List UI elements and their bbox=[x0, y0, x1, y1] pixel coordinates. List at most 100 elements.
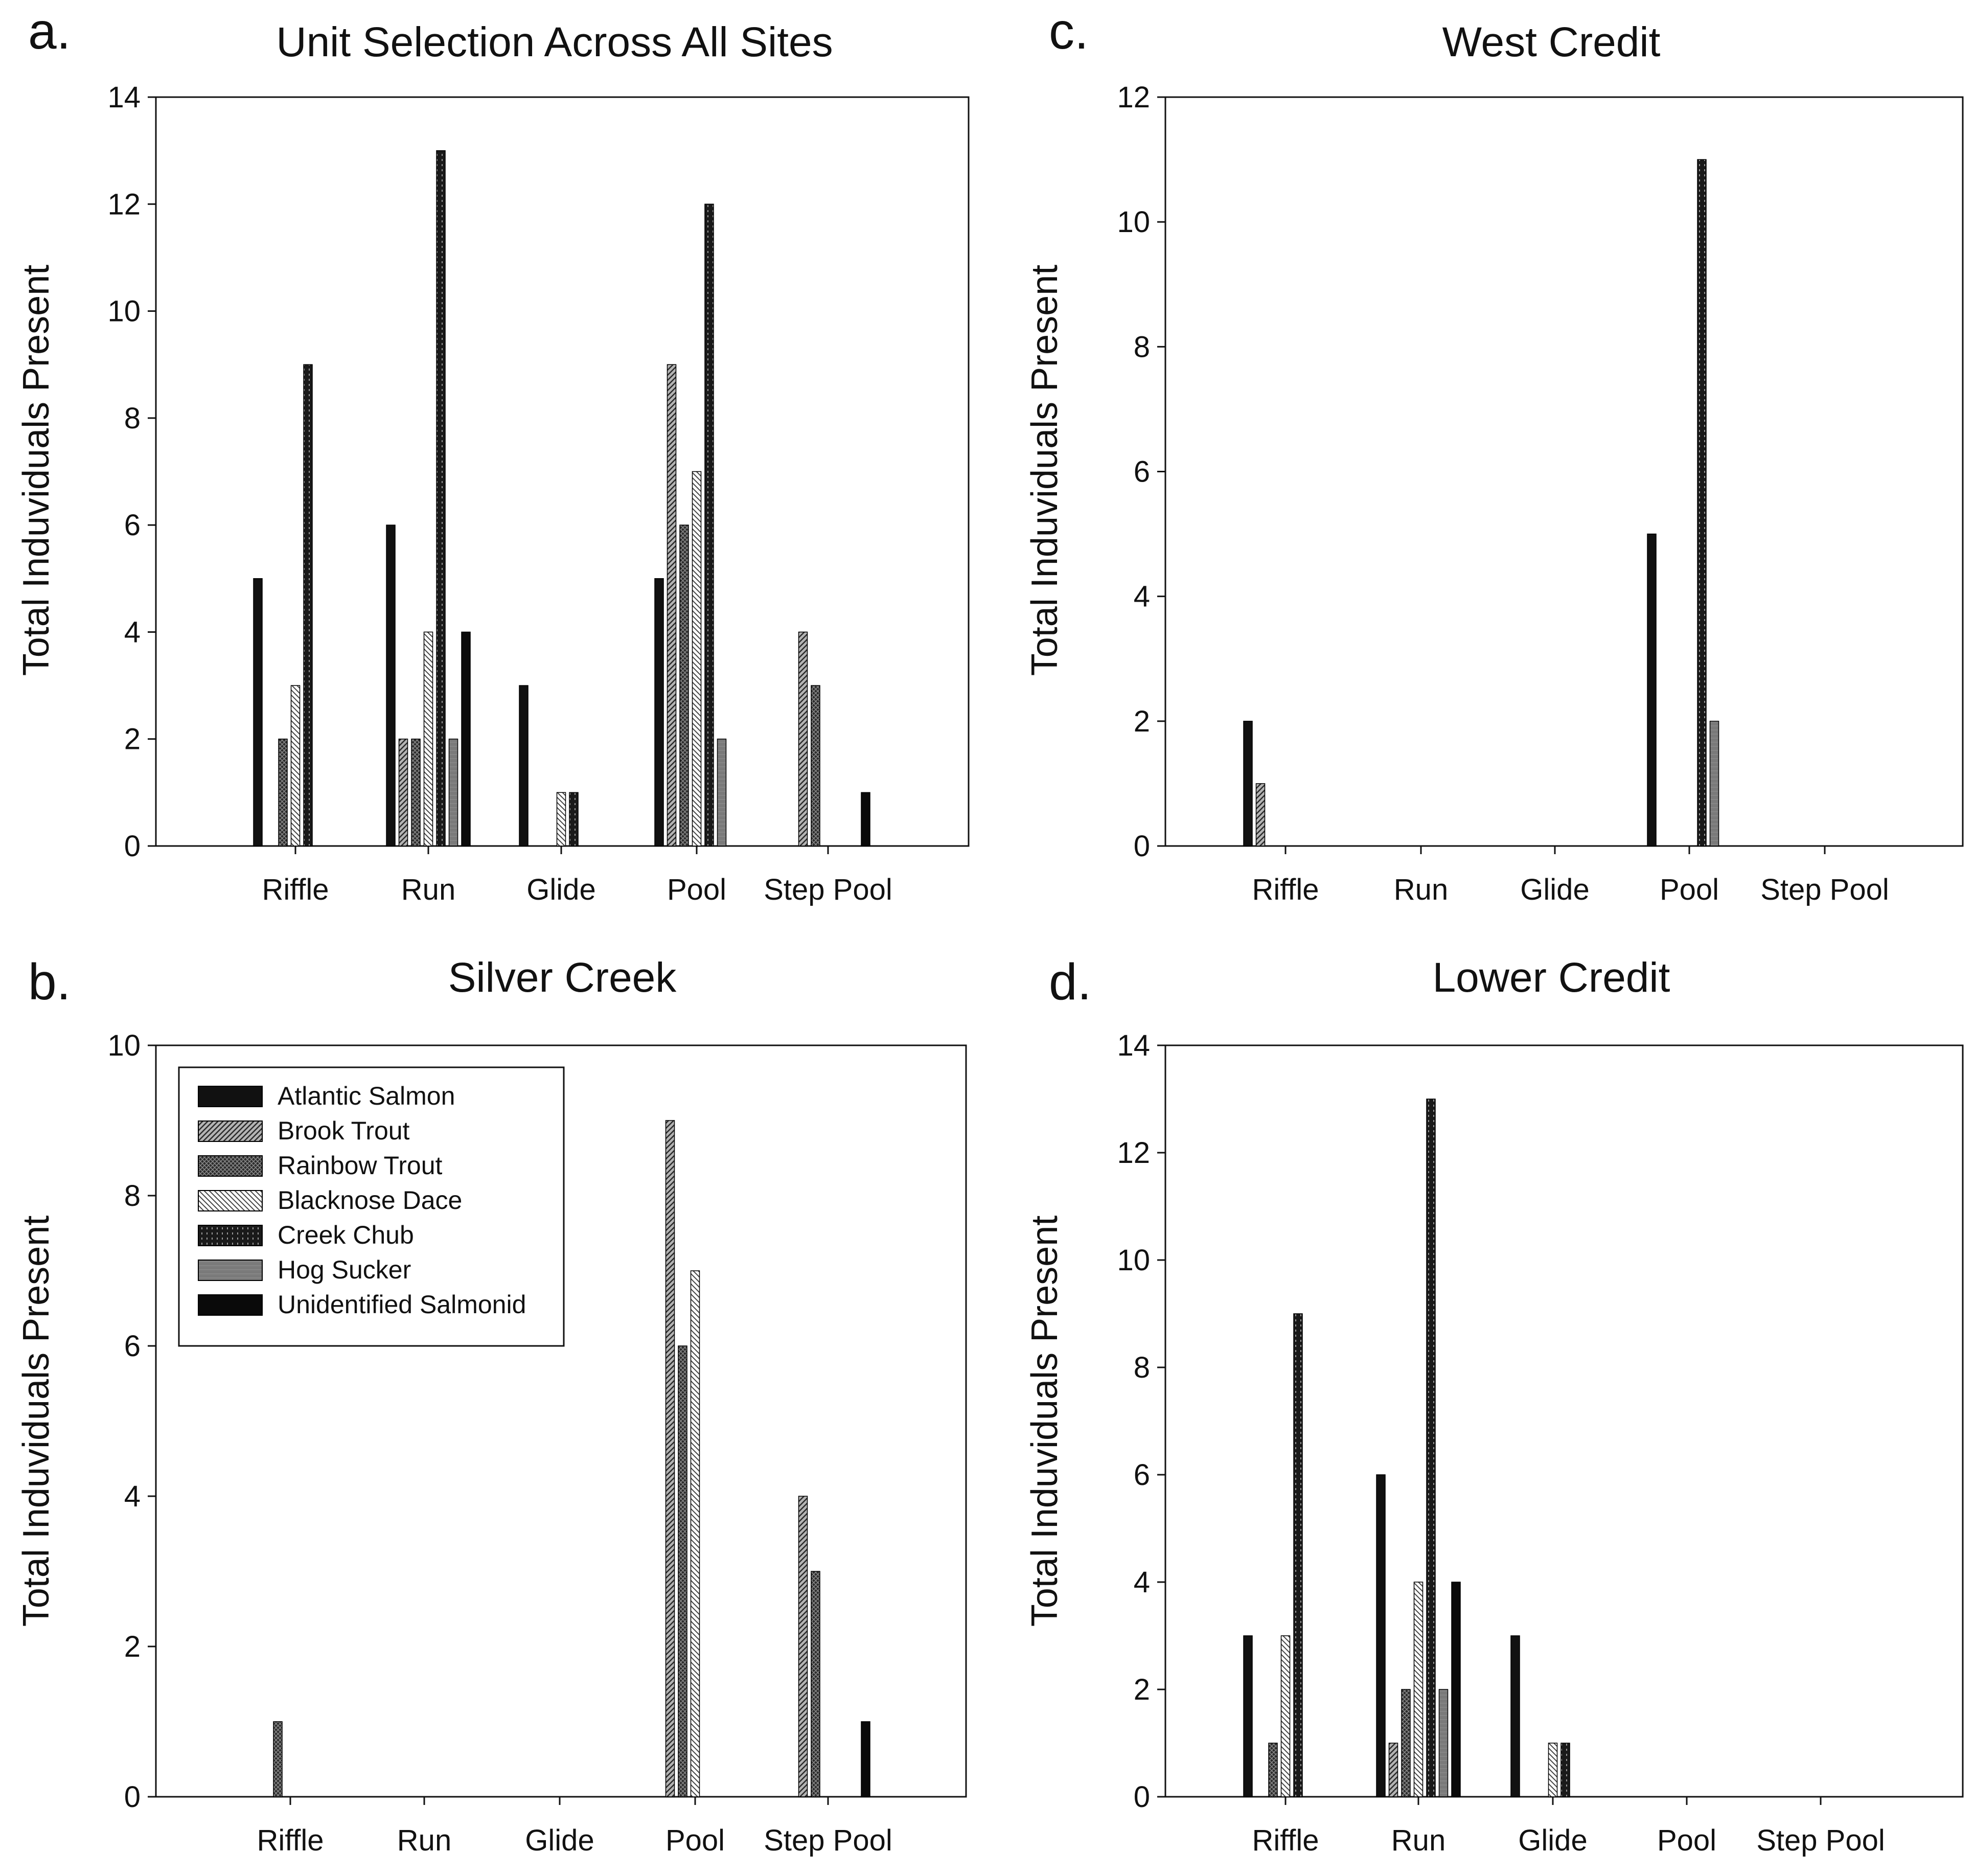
bar-d-run-rainbow-trout bbox=[1401, 1689, 1411, 1797]
plot-frame-a bbox=[155, 96, 970, 847]
y-tick-label-b-0: 0 bbox=[124, 1780, 141, 1814]
x-tick-label-d-3: Pool bbox=[1657, 1824, 1716, 1857]
chart-title-c: West Credit bbox=[1442, 19, 1661, 65]
bar-a-glide-blacknose-dace bbox=[556, 792, 566, 847]
x-tick-label-b-2: Glide bbox=[525, 1824, 594, 1857]
bar-a-pool-atlantic-salmon bbox=[654, 578, 664, 847]
y-tick-label-b-4: 8 bbox=[124, 1179, 141, 1212]
bar-a-pool-brook-trout bbox=[667, 364, 677, 847]
bar-b-step-pool-brook-trout bbox=[798, 1496, 808, 1797]
x-tick-label-a-2: Glide bbox=[526, 873, 595, 906]
bar-a-run-brook-trout bbox=[398, 738, 408, 847]
x-tick-label-b-0: Riffle bbox=[257, 1824, 324, 1857]
y-axis-label-c: Total Induviduals Present bbox=[1024, 265, 1065, 676]
bar-b-riffle-rainbow-trout bbox=[273, 1721, 283, 1797]
y-tick-label-d-3: 6 bbox=[1134, 1458, 1150, 1492]
x-tick-label-c-1: Run bbox=[1394, 873, 1448, 906]
y-tick-label-b-3: 6 bbox=[124, 1330, 141, 1363]
y-tick-label-d-5: 10 bbox=[1117, 1244, 1150, 1277]
bar-a-pool-hog-sucker bbox=[717, 738, 727, 847]
bar-d-run-brook-trout bbox=[1388, 1743, 1398, 1797]
x-tick-label-c-4: Step Pool bbox=[1760, 873, 1889, 906]
x-tick-label-a-4: Step Pool bbox=[764, 873, 892, 906]
y-tick-label-c-4: 8 bbox=[1134, 330, 1150, 363]
y-tick-label-d-1: 2 bbox=[1134, 1673, 1150, 1706]
x-tick-label-b-1: Run bbox=[397, 1824, 451, 1857]
legend-label-rainbow-trout: Rainbow Trout bbox=[278, 1151, 442, 1180]
y-tick-label-c-2: 4 bbox=[1134, 580, 1150, 613]
bar-d-riffle-blacknose-dace bbox=[1280, 1635, 1291, 1797]
y-tick-label-c-3: 6 bbox=[1134, 455, 1150, 489]
chart-panel-d: d. Lower Credit Total Induviduals Presen… bbox=[1024, 953, 1964, 1857]
y-tick-label-a-5: 10 bbox=[107, 295, 141, 328]
legend-label-hog-sucker: Hog Sucker bbox=[278, 1255, 411, 1284]
bar-a-riffle-rainbow-trout bbox=[278, 738, 288, 847]
bar-a-step-pool-unidentified-salmonid bbox=[861, 792, 870, 847]
bar-a-riffle-atlantic-salmon bbox=[253, 578, 263, 847]
chart-panel-c: c. West Credit Total Induviduals Present… bbox=[1024, 3, 1964, 906]
bar-a-run-blacknose-dace bbox=[423, 631, 433, 847]
x-tick-label-c-2: Glide bbox=[1520, 873, 1589, 906]
legend: Atlantic Salmon Brook Trout Rainbow Trout B… bbox=[178, 1066, 565, 1347]
bar-c-riffle-atlantic-salmon bbox=[1243, 721, 1253, 847]
legend-label-creek-chub: Creek Chub bbox=[278, 1221, 414, 1249]
y-tick-label-b-1: 2 bbox=[124, 1630, 141, 1663]
bar-d-run-blacknose-dace bbox=[1413, 1582, 1424, 1797]
bar-a-run-unidentified-salmonid bbox=[461, 631, 471, 847]
y-axis-label-a: Total Induviduals Present bbox=[16, 265, 57, 676]
legend-swatch-creek-chub bbox=[198, 1225, 263, 1246]
legend-swatch-brook-trout bbox=[198, 1120, 263, 1142]
bar-b-step-pool-unidentified-salmonid bbox=[861, 1721, 870, 1797]
bar-a-glide-creek-chub bbox=[569, 792, 579, 847]
bar-c-pool-creek-chub bbox=[1697, 159, 1707, 847]
bar-d-riffle-rainbow-trout bbox=[1268, 1743, 1278, 1797]
x-tick-label-c-0: Riffle bbox=[1252, 873, 1319, 906]
legend-swatch-blacknose-dace bbox=[198, 1190, 263, 1211]
bar-a-run-hog-sucker bbox=[448, 738, 458, 847]
bar-b-step-pool-rainbow-trout bbox=[811, 1571, 820, 1797]
bar-d-run-hog-sucker bbox=[1438, 1689, 1449, 1797]
y-tick-label-a-7: 14 bbox=[107, 81, 141, 114]
bar-c-pool-hog-sucker bbox=[1709, 721, 1719, 847]
bar-b-pool-brook-trout bbox=[665, 1120, 675, 1797]
x-tick-label-a-3: Pool bbox=[667, 873, 726, 906]
bar-b-pool-rainbow-trout bbox=[678, 1345, 687, 1797]
legend-swatch-unidentified-salmonid bbox=[198, 1294, 263, 1316]
x-tick-label-d-1: Run bbox=[1391, 1824, 1445, 1857]
x-tick-label-a-1: Run bbox=[401, 873, 455, 906]
y-tick-label-a-4: 8 bbox=[124, 402, 141, 435]
legend-label-blacknose-dace: Blacknose Dace bbox=[278, 1186, 462, 1215]
chart-panel-b: b. Silver Creek Total Induviduals Presen… bbox=[16, 953, 967, 1857]
panel-letter-b: b. bbox=[28, 953, 71, 1011]
y-tick-label-c-0: 0 bbox=[1134, 830, 1150, 863]
plot-frame-b bbox=[155, 1044, 967, 1798]
y-tick-label-c-5: 10 bbox=[1117, 205, 1150, 239]
plot-frame-c bbox=[1164, 96, 1964, 847]
bar-d-run-unidentified-salmonid bbox=[1451, 1582, 1461, 1797]
x-tick-label-d-0: Riffle bbox=[1252, 1824, 1319, 1857]
panel-letter-a: a. bbox=[28, 3, 71, 60]
legend-label-brook-trout: Brook Trout bbox=[278, 1116, 410, 1145]
y-tick-label-c-1: 2 bbox=[1134, 705, 1150, 738]
x-tick-label-d-2: Glide bbox=[1518, 1824, 1587, 1857]
y-tick-label-b-2: 4 bbox=[124, 1480, 141, 1513]
bar-a-run-rainbow-trout bbox=[411, 738, 421, 847]
legend-swatch-atlantic-salmon bbox=[198, 1086, 263, 1107]
y-tick-label-d-2: 4 bbox=[1134, 1566, 1150, 1599]
bar-c-riffle-brook-trout bbox=[1255, 783, 1266, 847]
x-tick-label-c-3: Pool bbox=[1660, 873, 1719, 906]
y-tick-label-a-1: 2 bbox=[124, 723, 141, 756]
bar-d-run-creek-chub bbox=[1426, 1099, 1436, 1797]
bar-d-glide-blacknose-dace bbox=[1548, 1743, 1558, 1797]
chart-title-d: Lower Credit bbox=[1433, 954, 1670, 1001]
y-tick-label-d-4: 8 bbox=[1134, 1351, 1150, 1384]
y-tick-label-d-7: 14 bbox=[1117, 1029, 1150, 1062]
bar-d-run-atlantic-salmon bbox=[1376, 1474, 1386, 1797]
bar-a-riffle-creek-chub bbox=[303, 364, 313, 847]
bar-a-run-atlantic-salmon bbox=[386, 524, 396, 847]
chart-panel-a: a. Unit Selection Across All Sites Total… bbox=[16, 3, 970, 906]
y-tick-label-a-0: 0 bbox=[124, 830, 141, 863]
bar-a-pool-creek-chub bbox=[704, 203, 714, 847]
bar-d-riffle-atlantic-salmon bbox=[1243, 1635, 1253, 1797]
